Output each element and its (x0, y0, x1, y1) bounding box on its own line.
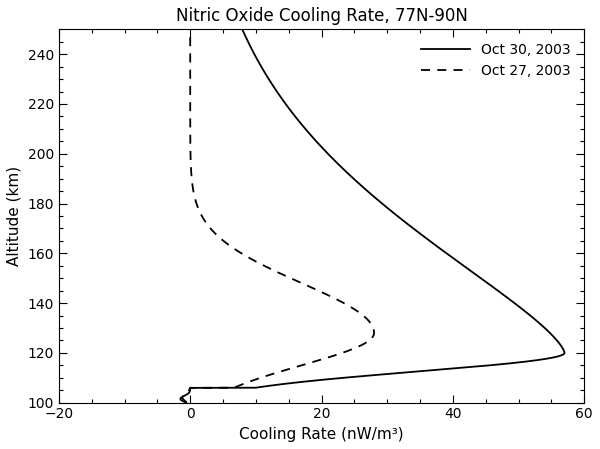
Oct 27, 2003 (187, 26, 194, 32)
Oct 30, 2003 (182, 400, 189, 405)
Line: Oct 27, 2003: Oct 27, 2003 (182, 29, 374, 403)
Y-axis label: Altitude (km): Altitude (km) (7, 166, 22, 266)
Oct 27, 2003 (187, 106, 194, 111)
Legend: Oct 30, 2003, Oct 27, 2003: Oct 30, 2003, Oct 27, 2003 (414, 36, 577, 85)
Oct 30, 2003 (400, 218, 407, 224)
Oct 27, 2003 (241, 381, 248, 386)
Oct 27, 2003 (187, 37, 194, 43)
Oct 27, 2003 (184, 400, 191, 405)
Oct 30, 2003 (283, 381, 290, 386)
Oct 30, 2003 (244, 37, 251, 43)
Oct 27, 2003 (209, 228, 217, 233)
Oct 30, 2003 (286, 106, 293, 111)
Oct 30, 2003 (413, 228, 420, 233)
Title: Nitric Oxide Cooling Rate, 77N-90N: Nitric Oxide Cooling Rate, 77N-90N (176, 7, 467, 25)
Oct 27, 2003 (187, 38, 194, 43)
Oct 30, 2003 (239, 26, 246, 32)
Oct 27, 2003 (202, 218, 209, 224)
Line: Oct 30, 2003: Oct 30, 2003 (181, 29, 565, 403)
Oct 30, 2003 (244, 38, 251, 43)
X-axis label: Cooling Rate (nW/m³): Cooling Rate (nW/m³) (239, 427, 404, 442)
